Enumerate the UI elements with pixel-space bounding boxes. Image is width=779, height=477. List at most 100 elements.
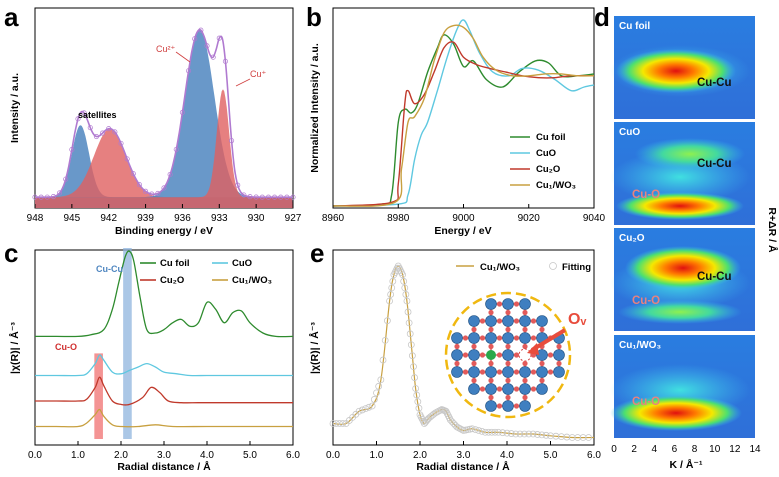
xps-data-point [44, 194, 50, 200]
fitting-marker [521, 430, 528, 438]
o-atom [471, 360, 477, 367]
o-atom [513, 369, 520, 375]
w-atom [485, 315, 497, 327]
o-atom [496, 352, 503, 358]
o-atom [556, 360, 562, 367]
panel-b-xtick-label: 9020 [518, 213, 541, 224]
fitting-marker [525, 430, 533, 438]
o-atom [539, 326, 545, 333]
fitting-marker [478, 427, 486, 435]
wavelet-map-3: Cu₁/WO₃ Cu-O [610, 335, 755, 438]
wavelet-label-cu-cu: Cu-Cu [697, 158, 732, 170]
w-atom [502, 332, 514, 344]
w-atom [519, 366, 531, 378]
panel-b-xanes: Cu foil CuO Cu₂O Cu₁/WO₃ Energy / eV Normal… [309, 7, 606, 237]
fitting-marker [336, 420, 343, 427]
w-atom [553, 349, 565, 361]
panel-a-xtick-label: 927 [285, 213, 302, 224]
exafs-line-cu1wo3 [35, 408, 293, 428]
o-atom [505, 326, 511, 333]
o-atom [462, 335, 469, 341]
o-atom [488, 309, 494, 316]
w-atom [536, 315, 548, 327]
panel-a-xtick-label: 945 [64, 213, 81, 224]
panel-e-xtick-label: 4.0 [500, 450, 514, 461]
panel-e-xtick-label: 6.0 [587, 450, 601, 461]
o-atom [522, 377, 528, 384]
wavelet-label-cu-o: Cu-O [632, 295, 660, 307]
o-atom [479, 335, 486, 341]
annotation-cu2plus: Cu²⁺ [156, 44, 176, 54]
fitting-marker [370, 396, 378, 403]
fitting-marker [485, 428, 492, 436]
wavelet-map-0: Cu foil Cu-Cu [610, 16, 755, 119]
o-atom [522, 343, 528, 350]
panel-a-xtick-label: 948 [27, 213, 44, 224]
o-atom [556, 343, 562, 350]
xps-data-point [179, 109, 185, 115]
panel-d-xtick-label: 0 [611, 444, 617, 455]
o-atom [539, 360, 545, 367]
o-atom [522, 360, 528, 367]
fitting-marker [383, 317, 391, 325]
annotation-cu2plus-pointer [175, 51, 191, 63]
fitting-marker [400, 277, 408, 285]
fitting-marker [475, 427, 483, 434]
wavelet-label-cu-o: Cu-O [632, 189, 660, 201]
fitting-marker [332, 420, 340, 427]
legend-label-cu2o: Cu₂O [536, 164, 560, 175]
panel-d-xtick-label: 10 [709, 444, 721, 455]
xps-data-point [278, 194, 284, 200]
panel-c-xtick-label: 4.0 [200, 450, 214, 461]
panel-b-xlabel: Energy / eV [434, 225, 491, 237]
fitting-marker [375, 382, 383, 390]
xps-data-point [81, 110, 87, 116]
fitting-marker [404, 308, 412, 316]
wavelet-map-title: Cu₁/WO₃ [619, 340, 661, 351]
fitting-marker [563, 433, 571, 441]
wavelet-blob [616, 192, 744, 220]
wavelet-map-title: Cu foil [619, 21, 650, 32]
fitting-marker [339, 420, 347, 427]
panel-d-wavelet: Cu foilCu-CuCuOCu-CuCu-OCu₂OCu-CuCu-OCu₁… [610, 16, 779, 471]
w-atom [468, 383, 480, 395]
panel-e-xlabel: Radial distance / Å [416, 460, 510, 473]
panel-c-xtick-label: 0.0 [28, 450, 42, 461]
fitting-marker [507, 430, 515, 437]
o-atom [471, 326, 477, 333]
fitting-marker [488, 428, 496, 436]
xps-envelope [35, 28, 293, 198]
exafs-line-cuo [35, 354, 293, 377]
annotation-satellites: satellites [78, 110, 117, 120]
o-atom [488, 326, 494, 333]
xps-data-point [130, 171, 136, 177]
wavelet-blob [635, 138, 745, 170]
xps-data-point [32, 194, 38, 200]
o-atom [505, 343, 511, 350]
cu-atom [486, 350, 496, 360]
fitting-marker [538, 431, 546, 439]
xps-data-point [63, 176, 69, 182]
wavelet-label-cu-cu: Cu-Cu [697, 271, 732, 283]
xps-data-point [93, 133, 99, 140]
panel-c-xlabel: Radial distance / Å [117, 460, 211, 473]
panel-b-frame [332, 7, 595, 209]
fitting-marker [355, 407, 363, 415]
panel-label-b: b [306, 2, 322, 32]
fitting-marker [362, 405, 370, 413]
wavelet-label-cu-o: Cu-O [632, 396, 660, 408]
xps-data-point [136, 182, 142, 188]
o-atom [530, 335, 537, 341]
xps-data-point [50, 194, 56, 200]
xps-component-sat2 [35, 128, 293, 208]
panel-b-ylabel: Normalized Intensity / a.u. [309, 43, 321, 173]
o-atom [505, 360, 511, 367]
legend-label-cuo: CuO [232, 258, 252, 269]
o-atom [513, 403, 520, 409]
xps-data-point [124, 156, 130, 162]
w-atom [536, 383, 548, 395]
w-atom [553, 366, 565, 378]
legend-label-cu1wo3: Cu₁/WO₃ [232, 275, 272, 286]
panel-e-xtick-label: 0.0 [326, 450, 340, 461]
wavelet-map-title: CuO [619, 127, 640, 138]
